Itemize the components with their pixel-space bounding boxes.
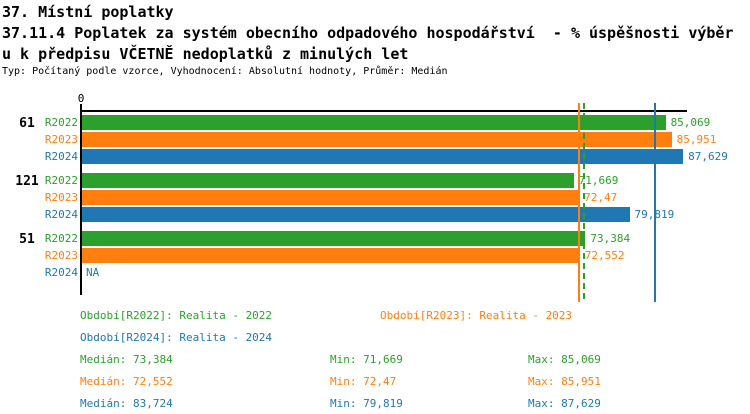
series-label-r2022: R2022	[44, 174, 78, 187]
series-label-r2024: R2024	[44, 266, 78, 279]
series-label-r2023: R2023	[44, 249, 78, 262]
bar-value-label: 72,552	[584, 249, 625, 262]
bar-r2023	[82, 190, 580, 205]
bar-value-label: NA	[86, 266, 100, 279]
bar-value-label: 72,47	[584, 191, 618, 204]
bar-value-label: 85,951	[676, 133, 717, 146]
legend-item-r2024: Období[R2024]: Realita - 2024	[80, 331, 273, 344]
median-line-r2023	[577, 103, 580, 302]
group-label: 61	[19, 116, 35, 131]
stat-min-r2023: Min: 72,47	[330, 375, 397, 388]
legend-item-r2022: Období[R2022]: Realita - 2022	[80, 309, 273, 322]
bar-value-label: 85,069	[670, 116, 711, 129]
chart-title-line2: 37.11.4 Poplatek za systém obecního odpa…	[2, 24, 734, 42]
axis-origin-label: 0	[77, 92, 85, 105]
chart-title-line3: u k předpisu VČETNĚ nedoplatků z minulýc…	[2, 45, 409, 63]
bar-r2023	[82, 132, 672, 147]
bar-r2022	[82, 173, 574, 188]
chart-meta-line: Typ: Počítaný podle vzorce, Vyhodnocení:…	[2, 66, 448, 77]
stat-median-r2023: Medián: 72,552	[80, 375, 173, 388]
legend-item-r2023: Období[R2023]: Realita - 2023	[380, 309, 573, 322]
stat-median-r2024: Medián: 83,724	[80, 397, 173, 410]
series-label-r2023: R2023	[44, 133, 78, 146]
stat-median-r2022: Medián: 73,384	[80, 353, 173, 366]
group-label: 51	[19, 232, 35, 247]
bar-r2024	[82, 207, 630, 222]
stat-min-r2024: Min: 79,819	[330, 397, 403, 410]
series-label-r2024: R2024	[44, 150, 78, 163]
median-line-r2022	[583, 103, 586, 302]
series-label-r2022: R2022	[44, 232, 78, 245]
y-axis-line	[80, 104, 82, 295]
stat-min-r2022: Min: 71,669	[330, 353, 403, 366]
stat-max-r2023: Max: 85,951	[528, 375, 601, 388]
series-label-r2023: R2023	[44, 191, 78, 204]
median-line-r2024	[654, 103, 657, 302]
bar-r2022	[82, 231, 586, 246]
stat-max-r2024: Max: 87,629	[528, 397, 601, 410]
series-label-r2024: R2024	[44, 208, 78, 221]
stat-max-r2022: Max: 85,069	[528, 353, 601, 366]
bar-r2022	[82, 115, 666, 130]
bar-value-label: 71,669	[578, 174, 619, 187]
group-label: 121	[15, 174, 39, 189]
bar-r2024	[82, 149, 684, 164]
bar-value-label: 73,384	[590, 232, 631, 245]
bar-value-label: 87,629	[688, 150, 728, 163]
chart-title-line1: 37. Místní poplatky	[2, 3, 174, 21]
bar-r2023	[82, 248, 580, 263]
x-axis-line	[80, 110, 687, 112]
series-label-r2022: R2022	[44, 116, 78, 129]
